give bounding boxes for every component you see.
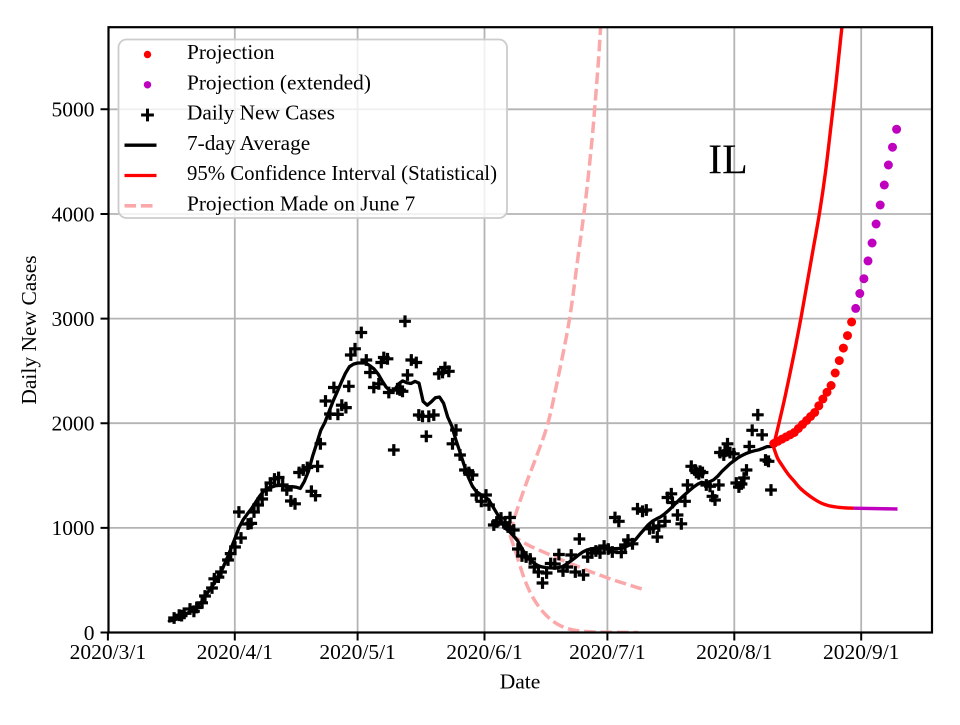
- svg-text:3000: 3000: [52, 307, 95, 331]
- svg-text:2020/5/1: 2020/5/1: [319, 640, 395, 664]
- svg-text:Daily New Cases: Daily New Cases: [187, 101, 335, 125]
- svg-text:2020/9/1: 2020/9/1: [823, 640, 899, 664]
- svg-text:2020/3/1: 2020/3/1: [70, 640, 146, 664]
- svg-text:Projection (extended): Projection (extended): [187, 70, 371, 94]
- svg-text:7-day Average: 7-day Average: [187, 131, 310, 155]
- svg-text:Projection: Projection: [187, 40, 275, 64]
- svg-text:95% Confidence Interval (Stati: 95% Confidence Interval (Statistical): [187, 161, 497, 185]
- svg-text:4000: 4000: [52, 202, 95, 226]
- svg-text:Date: Date: [500, 670, 541, 694]
- svg-text:2020/6/1: 2020/6/1: [446, 640, 522, 664]
- svg-text:1000: 1000: [52, 516, 95, 540]
- svg-text:Projection Made on June 7: Projection Made on June 7: [187, 191, 416, 215]
- svg-text:0: 0: [84, 621, 95, 645]
- svg-text:2020/4/1: 2020/4/1: [197, 640, 273, 664]
- svg-text:2000: 2000: [52, 412, 95, 436]
- svg-text:2020/7/1: 2020/7/1: [569, 640, 645, 664]
- svg-text:IL: IL: [708, 138, 748, 184]
- svg-text:2020/8/1: 2020/8/1: [696, 640, 772, 664]
- svg-text:5000: 5000: [52, 98, 95, 122]
- svg-text:Daily New Cases: Daily New Cases: [17, 255, 41, 404]
